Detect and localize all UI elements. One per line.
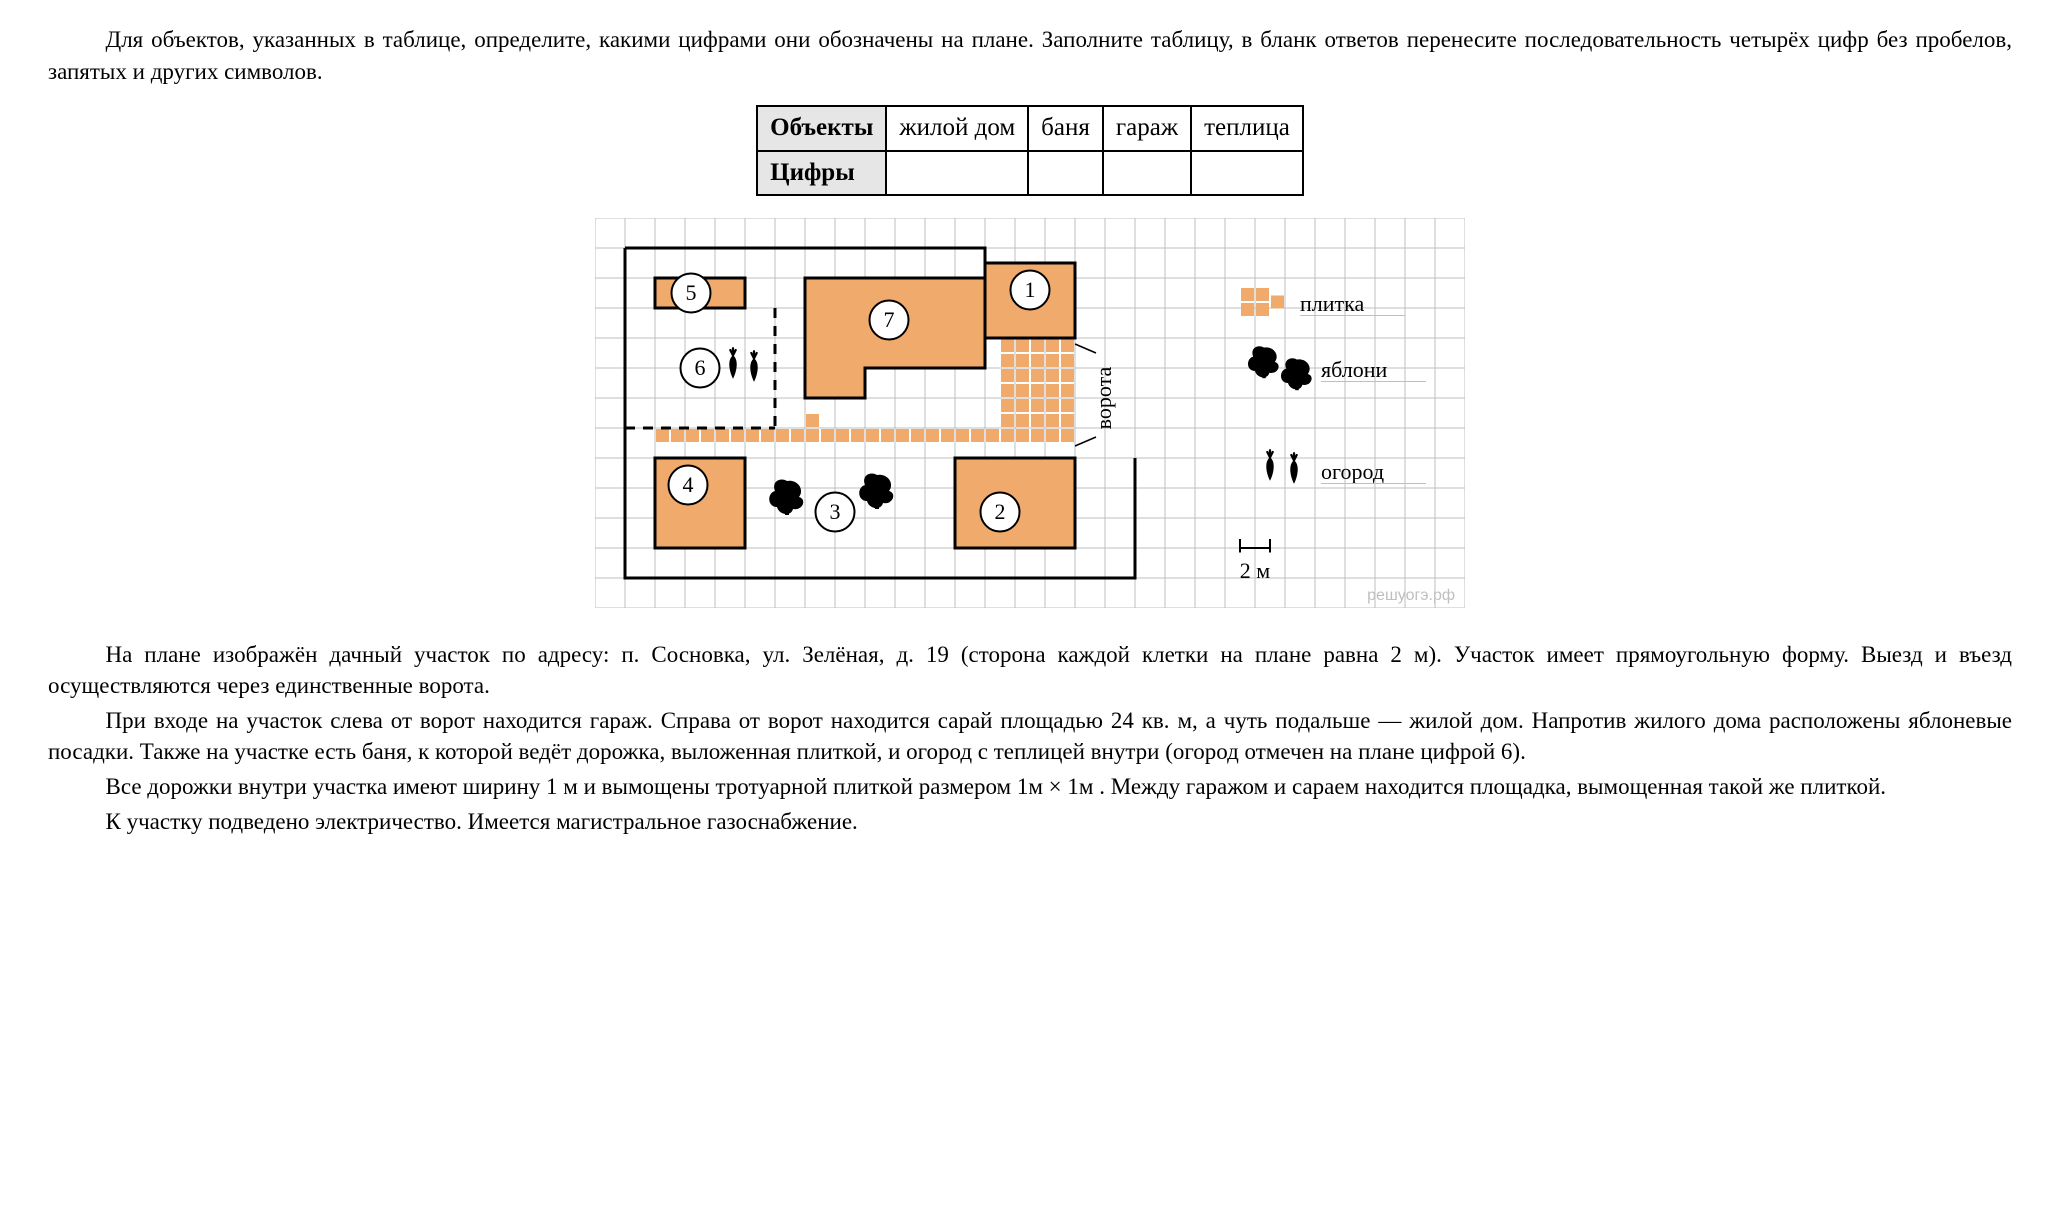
body-p4: К участку подведено электричество. Имеет…	[48, 806, 2012, 837]
svg-text:3: 3	[830, 499, 841, 524]
svg-text:2 м: 2 м	[1240, 558, 1271, 583]
body-p3-b: . Между гаражом и сараем находится площа…	[1099, 774, 1886, 799]
svg-text:2: 2	[995, 499, 1006, 524]
body-p2: При входе на участок слева от ворот нахо…	[48, 705, 2012, 767]
svg-text:5: 5	[686, 280, 697, 305]
cell-greenhouse: теплица	[1191, 106, 1303, 151]
intro-paragraph: Для объектов, указанных в таблице, опред…	[48, 24, 2012, 87]
body-p3-math: 1м × 1м	[1017, 774, 1094, 799]
task-table: Объекты жилой дом баня гараж теплица Циф…	[756, 105, 1304, 196]
cell-banya: баня	[1028, 106, 1103, 151]
svg-text:1: 1	[1025, 277, 1036, 302]
svg-text:огород: огород	[1321, 459, 1384, 484]
answer-cell[interactable]	[1191, 151, 1303, 196]
table-header-digits: Цифры	[757, 151, 886, 196]
answer-cell[interactable]	[1103, 151, 1191, 196]
table-row: Объекты жилой дом баня гараж теплица	[757, 106, 1303, 151]
body-p1: На плане изображён дачный участок по адр…	[48, 639, 2012, 701]
svg-text:4: 4	[683, 472, 694, 497]
svg-text:ворота: ворота	[1091, 367, 1116, 430]
body-p3-a: Все дорожки внутри участка имеют ширину …	[106, 774, 1017, 799]
answer-cell[interactable]	[886, 151, 1028, 196]
cell-garage: гараж	[1103, 106, 1191, 151]
svg-text:плитка: плитка	[1300, 291, 1364, 316]
plan-svg: 5 1 7 6 4 3 2 ворота плитка яблони огород 2 м решуог…	[595, 218, 1465, 608]
body-p3: Все дорожки внутри участка имеют ширину …	[48, 771, 2012, 802]
cell-house: жилой дом	[886, 106, 1028, 151]
svg-text:7: 7	[884, 307, 895, 332]
table-row: Цифры	[757, 151, 1303, 196]
svg-text:яблони: яблони	[1321, 357, 1388, 382]
plan-diagram: 5 1 7 6 4 3 2 ворота плитка яблони огород 2 м решуог…	[48, 218, 2012, 617]
table-header-objects: Объекты	[757, 106, 886, 151]
answer-cell[interactable]	[1028, 151, 1103, 196]
svg-text:6: 6	[695, 355, 706, 380]
svg-text:решуогэ.рф: решуогэ.рф	[1367, 587, 1455, 604]
